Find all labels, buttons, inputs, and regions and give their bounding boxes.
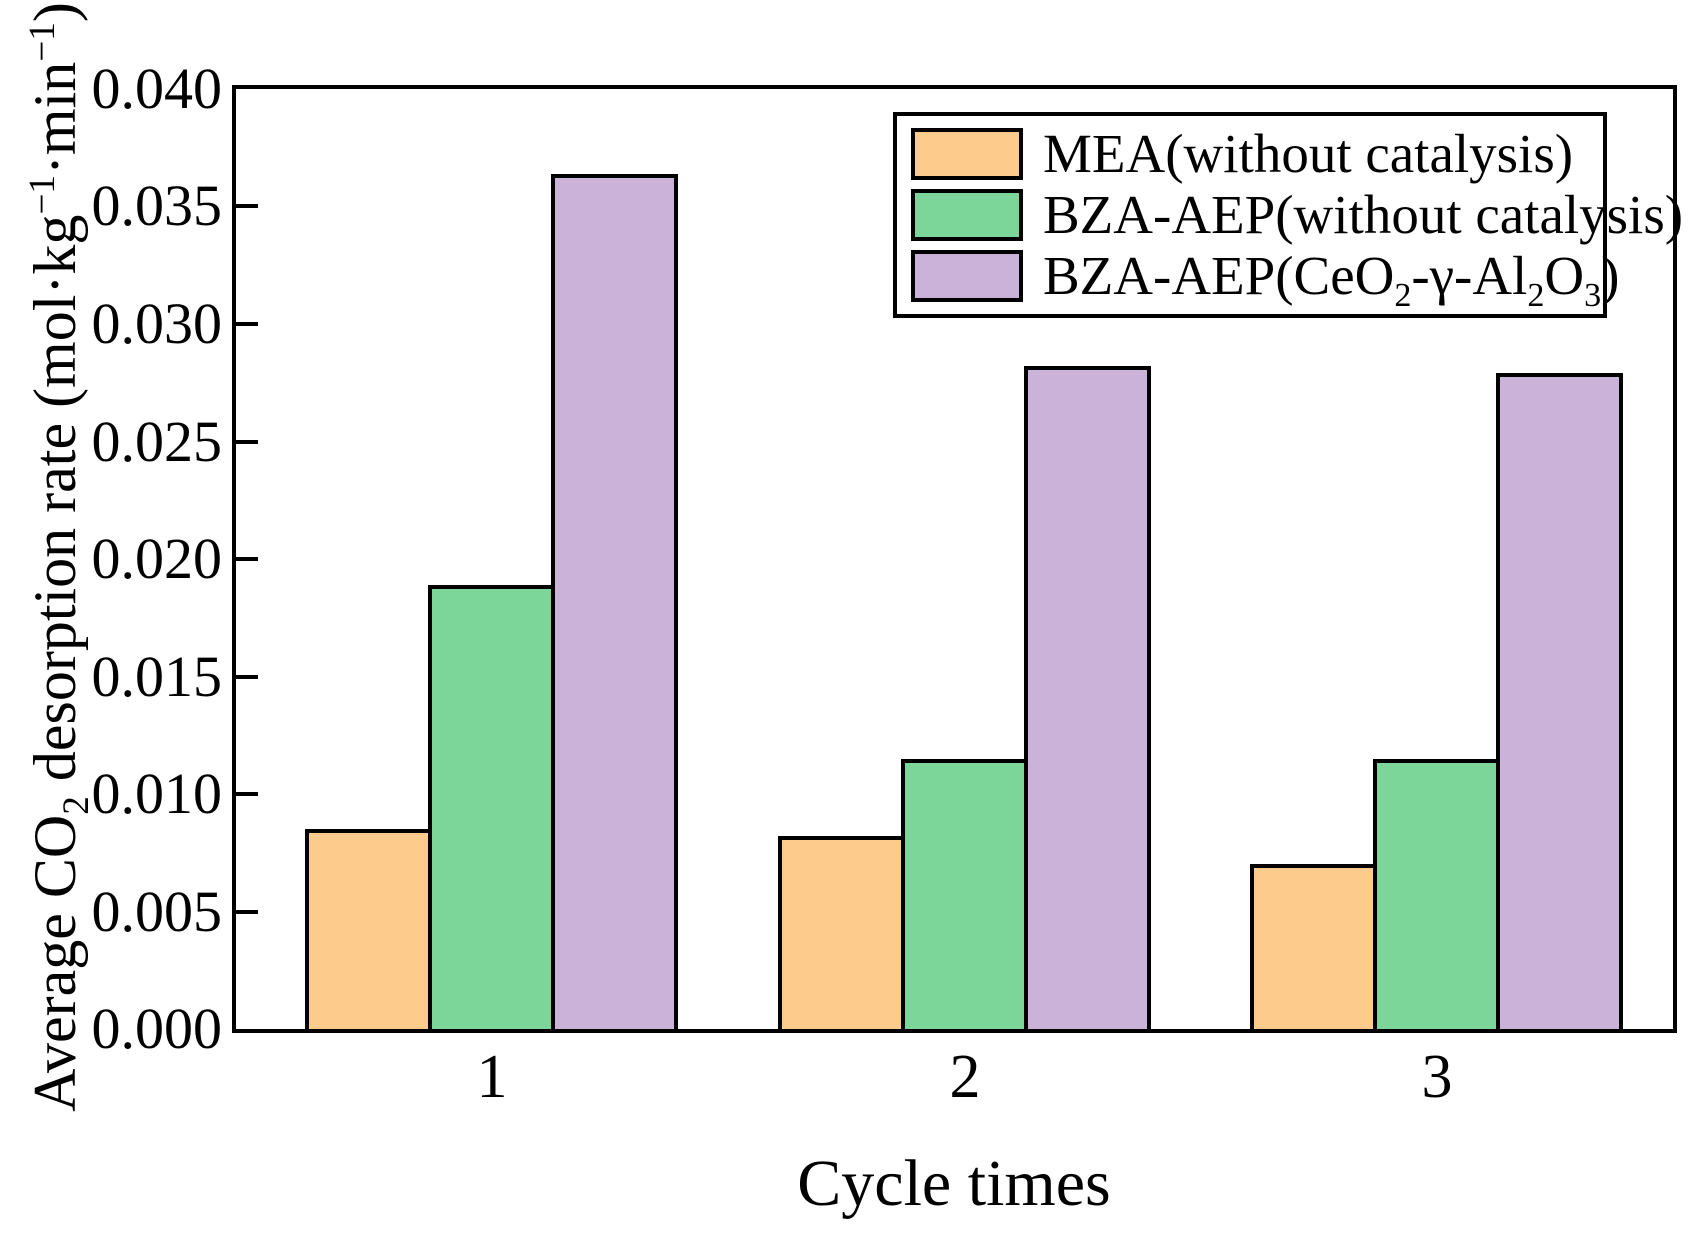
plot-area: MEA(without catalysis) BZA-AEP(without ca… [232,85,1683,1033]
y-tick-label: 0.040 [91,56,223,121]
y-tick-mark [236,557,258,561]
bar-series1-group3 [1250,864,1377,1029]
bar-series2-group1 [428,585,555,1029]
y-tick-label: 0.000 [91,996,223,1061]
bar-series3-group3 [1496,373,1623,1029]
legend-row: BZA-AEP(CeO2-γ-Al2O3) [911,247,1620,313]
bar-series2-group3 [1373,759,1500,1029]
bar-series3-group2 [1024,366,1151,1029]
y-tick-label: 0.020 [91,526,223,591]
y-tick-mark [236,792,258,796]
y-tick-mark [236,204,258,208]
legend-swatch [911,189,1023,241]
x-tick-label: 1 [476,1043,508,1111]
legend-row: MEA(without catalysis) [911,125,1589,183]
y-tick-label: 0.005 [91,879,223,944]
legend-label: BZA-AEP(CeO2-γ-Al2O3) [1043,245,1620,315]
legend-label: MEA(without catalysis) [1043,123,1574,185]
bar-series1-group2 [778,836,905,1029]
y-tick-mark [236,910,258,914]
bar-series3-group1 [551,174,678,1029]
y-tick-label: 0.035 [91,173,223,238]
legend-label: BZA-AEP(without catalysis) [1043,184,1684,246]
bar-series1-group1 [305,829,432,1029]
x-tick-label: 3 [1421,1043,1453,1111]
y-tick-label: 0.030 [91,291,223,356]
legend-row: BZA-AEP(without catalysis) [911,186,1683,244]
y-tick-label: 0.015 [91,644,223,709]
legend-swatch [911,128,1023,181]
legend: MEA(without catalysis) BZA-AEP(without ca… [893,112,1683,318]
y-tick-mark [236,322,258,326]
x-axis-title: Cycle times [797,1147,1111,1220]
x-tick-label: 2 [949,1043,981,1111]
y-tick-label: 0.025 [91,409,223,474]
y-tick-mark [236,440,258,444]
y-tick-label: 0.010 [91,761,223,826]
legend-swatch [911,249,1023,302]
bar-series2-group2 [901,759,1028,1029]
y-tick-mark [236,675,258,679]
